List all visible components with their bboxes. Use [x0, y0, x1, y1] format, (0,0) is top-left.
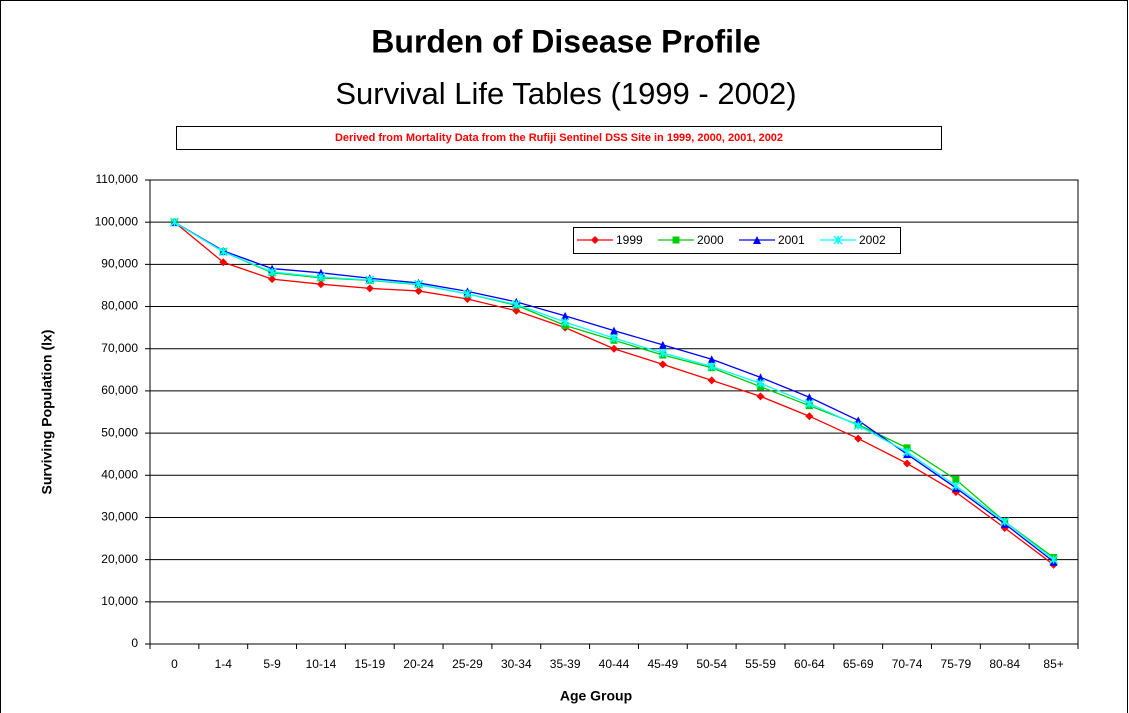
- marker: [658, 360, 667, 369]
- chart-title: Burden of Disease Profile: [371, 23, 760, 59]
- marker: [756, 392, 765, 401]
- marker: [511, 299, 521, 309]
- marker: [414, 279, 424, 289]
- marker: [1049, 555, 1059, 565]
- marker: [610, 344, 618, 353]
- marker: [591, 236, 599, 244]
- marker: [560, 317, 570, 327]
- x-tick-label: 65-69: [843, 657, 874, 671]
- marker: [1000, 517, 1010, 527]
- marker: [316, 280, 325, 289]
- marker: [903, 444, 911, 452]
- legend-label: 2002: [859, 233, 886, 247]
- marker: [462, 289, 473, 299]
- marker: [951, 481, 961, 491]
- y-tick-label: 110,000: [96, 172, 139, 186]
- marker: [707, 355, 716, 364]
- x-tick-label: 20-24: [403, 657, 434, 671]
- marker: [219, 258, 228, 267]
- marker: [658, 348, 668, 358]
- x-tick-label: 15-19: [354, 657, 385, 671]
- marker: [853, 420, 863, 431]
- marker: [672, 236, 680, 244]
- marker: [365, 284, 374, 293]
- legend-label: 1999: [616, 233, 643, 247]
- y-tick-label: 60,000: [101, 383, 138, 397]
- marker: [609, 333, 619, 343]
- marker: [268, 275, 277, 284]
- x-axis-title: Age Group: [560, 688, 632, 704]
- marker: [365, 275, 375, 285]
- legend-label: 2001: [778, 233, 805, 247]
- y-tick-label: 10,000: [101, 594, 138, 608]
- marker: [267, 267, 277, 277]
- marker: [902, 447, 912, 457]
- y-tick-label: 20,000: [101, 552, 138, 566]
- y-axis-title: Surviving Population (lx): [39, 330, 55, 495]
- y-tick-label: 100,000: [95, 214, 139, 228]
- marker: [658, 340, 667, 349]
- marker: [610, 326, 618, 335]
- y-tick-label: 50,000: [101, 425, 138, 439]
- marker: [218, 247, 228, 257]
- x-tick-label: 25-29: [452, 657, 483, 671]
- chart-subtitle: Survival Life Tables (1999 - 2002): [335, 76, 796, 111]
- y-tick-label: 0: [131, 636, 138, 650]
- marker: [753, 236, 761, 244]
- marker: [903, 459, 912, 468]
- x-tick-label: 35-39: [550, 657, 581, 671]
- x-tick-label: 75-79: [941, 657, 972, 671]
- x-tick-label: 10-14: [306, 657, 337, 671]
- x-tick-label: 70-74: [892, 657, 923, 671]
- note-box: [176, 126, 942, 150]
- y-tick-label: 80,000: [101, 299, 138, 313]
- marker: [854, 416, 863, 425]
- marker: [707, 376, 716, 385]
- y-tick-label: 30,000: [101, 510, 138, 524]
- x-tick-label: 60-64: [794, 657, 825, 671]
- y-tick-label: 40,000: [101, 467, 138, 481]
- x-tick-label: 30-34: [501, 657, 532, 671]
- marker: [756, 373, 765, 382]
- x-tick-label: 1-4: [215, 657, 233, 671]
- marker: [169, 217, 179, 227]
- marker: [804, 399, 814, 409]
- x-tick-label: 80-84: [989, 657, 1020, 671]
- x-tick-label: 55-59: [745, 657, 776, 671]
- x-tick-label: 85+: [1043, 657, 1063, 671]
- x-tick-label: 40-44: [599, 657, 630, 671]
- y-tick-label: 70,000: [101, 341, 138, 355]
- note: Derived from Mortality Data from the Ruf…: [335, 132, 783, 144]
- x-tick-label: 45-49: [647, 657, 678, 671]
- marker: [316, 272, 326, 282]
- marker: [414, 286, 423, 295]
- legend-label: 2000: [697, 233, 724, 247]
- marker: [707, 361, 717, 371]
- marker: [833, 235, 843, 245]
- marker: [952, 475, 960, 483]
- y-tick-label: 90,000: [101, 257, 138, 271]
- marker: [755, 378, 766, 388]
- x-tick-label: 5-9: [263, 657, 281, 671]
- marker: [805, 393, 814, 402]
- x-tick-label: 50-54: [696, 657, 727, 671]
- marker: [561, 311, 570, 320]
- marker: [805, 412, 814, 421]
- x-tick-label: 0: [171, 657, 178, 671]
- marker: [854, 434, 863, 443]
